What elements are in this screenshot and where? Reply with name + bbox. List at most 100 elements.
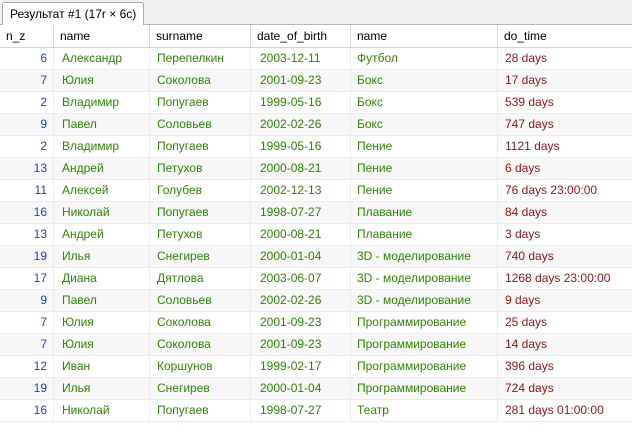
cell-do-time[interactable]: 740 days <box>505 249 554 263</box>
column-header-name[interactable]: name <box>54 25 150 47</box>
cell-date-of-birth[interactable]: 2000-01-04 <box>251 246 351 267</box>
cell-do-time[interactable]: 9 days <box>505 293 541 307</box>
cell-n-z[interactable]: 13 <box>0 158 54 179</box>
cell-activity-name[interactable]: Программирование <box>351 312 498 333</box>
column-header-date-of-birth[interactable]: date_of_birth <box>251 25 351 47</box>
cell-surname[interactable]: Голубев <box>150 180 251 201</box>
cell-do-time[interactable]: 396 days <box>505 359 554 373</box>
cell-activity-name[interactable]: 3D - моделирование <box>351 268 498 289</box>
column-header-n-z[interactable]: n_z <box>0 25 54 47</box>
cell-n-z[interactable]: 2 <box>0 92 54 113</box>
cell-date-of-birth[interactable]: 2000-01-04 <box>251 378 351 399</box>
cell-name[interactable]: Илья <box>54 378 150 399</box>
table-row[interactable]: 2 Владимир Попугаев 1999-05-16 Бокс 539 days <box>0 92 632 114</box>
cell-n-z[interactable]: 17 <box>0 268 54 289</box>
cell-surname[interactable]: Снегирев <box>150 246 251 267</box>
cell-activity-name[interactable]: Бокс <box>351 92 498 113</box>
cell-n-z[interactable]: 6 <box>0 48 54 69</box>
cell-do-time[interactable]: 28 days <box>505 51 548 65</box>
cell-name[interactable]: Александр <box>54 48 150 69</box>
cell-name[interactable]: Андрей <box>54 158 150 179</box>
cell-date-of-birth[interactable]: 2000-08-21 <box>251 224 351 245</box>
cell-n-z[interactable]: 16 <box>0 400 54 421</box>
table-row[interactable]: 7 Юлия Соколова 2001-09-23 Программирование 1… <box>0 334 632 356</box>
cell-date-of-birth[interactable]: 2003-12-11 <box>251 48 351 69</box>
cell-name[interactable]: Владимир <box>54 136 150 157</box>
table-row[interactable]: 13 Андрей Петухов 2000-08-21 Плавание 3 days <box>0 224 632 246</box>
cell-date-of-birth[interactable]: 1998-07-27 <box>251 202 351 223</box>
table-row[interactable]: 7 Юлия Соколова 2001-09-23 Бокс 17 days <box>0 70 632 92</box>
cell-name[interactable]: Владимир <box>54 92 150 113</box>
cell-activity-name[interactable]: Плавание <box>351 224 498 245</box>
table-row[interactable]: 19 Илья Снегирев 2000-01-04 3D - моделирован… <box>0 246 632 268</box>
cell-do-time[interactable]: 747 days <box>505 117 554 131</box>
cell-n-z[interactable]: 19 <box>0 246 54 267</box>
cell-do-time[interactable]: 724 days <box>505 381 554 395</box>
cell-n-z[interactable]: 11 <box>0 180 54 201</box>
cell-date-of-birth[interactable]: 2002-02-26 <box>251 114 351 135</box>
cell-name[interactable]: Николай <box>54 202 150 223</box>
cell-name[interactable]: Павел <box>54 114 150 135</box>
cell-n-z[interactable]: 7 <box>0 312 54 333</box>
cell-do-time[interactable]: 14 days <box>505 337 548 351</box>
cell-activity-name[interactable]: Футбол <box>351 48 498 69</box>
cell-date-of-birth[interactable]: 2003-06-07 <box>251 268 351 289</box>
cell-activity-name[interactable]: 3D - моделирование <box>351 246 498 267</box>
cell-activity-name[interactable]: Программирование <box>351 356 498 377</box>
cell-date-of-birth[interactable]: 2002-02-26 <box>251 290 351 311</box>
cell-activity-name[interactable]: Пение <box>351 136 498 157</box>
cell-date-of-birth[interactable]: 1998-07-27 <box>251 400 351 421</box>
table-row[interactable]: 13 Андрей Петухов 2000-08-21 Пение 6 days <box>0 158 632 180</box>
cell-name[interactable]: Юлия <box>54 312 150 333</box>
cell-do-time[interactable]: 1121 days <box>505 139 560 153</box>
column-header-surname[interactable]: surname <box>150 25 251 47</box>
result-tab[interactable]: Результат #1 (17r × 6c) <box>2 2 145 25</box>
cell-date-of-birth[interactable]: 1999-05-16 <box>251 92 351 113</box>
cell-do-time[interactable]: 25 days <box>505 315 548 329</box>
cell-do-time[interactable]: 17 days <box>505 73 548 87</box>
cell-activity-name[interactable]: Программирование <box>351 334 498 355</box>
cell-surname[interactable]: Соловьев <box>150 290 251 311</box>
cell-do-time[interactable]: 539 days <box>505 95 554 109</box>
cell-name[interactable]: Алексей <box>54 180 150 201</box>
cell-activity-name[interactable]: Пение <box>351 158 498 179</box>
cell-n-z[interactable]: 7 <box>0 70 54 91</box>
table-row[interactable]: 7 Юлия Соколова 2001-09-23 Программирование 2… <box>0 312 632 334</box>
table-row[interactable]: 12 Иван Коршунов 1999-02-17 Программирование… <box>0 356 632 378</box>
cell-date-of-birth[interactable]: 2002-12-13 <box>251 180 351 201</box>
cell-activity-name[interactable]: Бокс <box>351 70 498 91</box>
cell-do-time[interactable]: 1268 days 23:00:00 <box>505 271 611 285</box>
cell-surname[interactable]: Перепелкин <box>150 48 251 69</box>
cell-date-of-birth[interactable]: 2001-09-23 <box>251 70 351 91</box>
cell-name[interactable]: Юлия <box>54 70 150 91</box>
cell-do-time[interactable]: 84 days <box>505 205 548 219</box>
cell-surname[interactable]: Соколова <box>150 334 251 355</box>
cell-do-time[interactable]: 76 days 23:00:00 <box>505 183 598 197</box>
cell-surname[interactable]: Дятлова <box>150 268 251 289</box>
cell-do-time[interactable]: 281 days 01:00:00 <box>505 403 604 417</box>
table-row[interactable]: 19 Илья Снегирев 2000-01-04 Программирование… <box>0 378 632 400</box>
cell-n-z[interactable]: 13 <box>0 224 54 245</box>
cell-surname[interactable]: Соловьев <box>150 114 251 135</box>
cell-surname[interactable]: Соколова <box>150 312 251 333</box>
cell-activity-name[interactable]: Театр <box>351 400 498 421</box>
cell-n-z[interactable]: 9 <box>0 290 54 311</box>
cell-n-z[interactable]: 19 <box>0 378 54 399</box>
table-row[interactable]: 2 Владимир Попугаев 1999-05-16 Пение 1121 day… <box>0 136 632 158</box>
cell-n-z[interactable]: 7 <box>0 334 54 355</box>
cell-do-time[interactable]: 3 days <box>505 227 541 241</box>
cell-date-of-birth[interactable]: 1999-05-16 <box>251 136 351 157</box>
cell-n-z[interactable]: 12 <box>0 356 54 377</box>
table-row[interactable]: 9 Павел Соловьев 2002-02-26 Бокс 747 days <box>0 114 632 136</box>
cell-activity-name[interactable]: Пение <box>351 180 498 201</box>
cell-surname[interactable]: Петухов <box>150 224 251 245</box>
cell-surname[interactable]: Соколова <box>150 70 251 91</box>
cell-name[interactable]: Илья <box>54 246 150 267</box>
cell-name[interactable]: Иван <box>54 356 150 377</box>
cell-n-z[interactable]: 9 <box>0 114 54 135</box>
cell-activity-name[interactable]: Программирование <box>351 378 498 399</box>
cell-surname[interactable]: Коршунов <box>150 356 251 377</box>
column-header-activity-name[interactable]: name <box>351 25 498 47</box>
cell-date-of-birth[interactable]: 2000-08-21 <box>251 158 351 179</box>
result-grid[interactable]: n_z name surname date_of_birth name do_t… <box>0 25 632 422</box>
